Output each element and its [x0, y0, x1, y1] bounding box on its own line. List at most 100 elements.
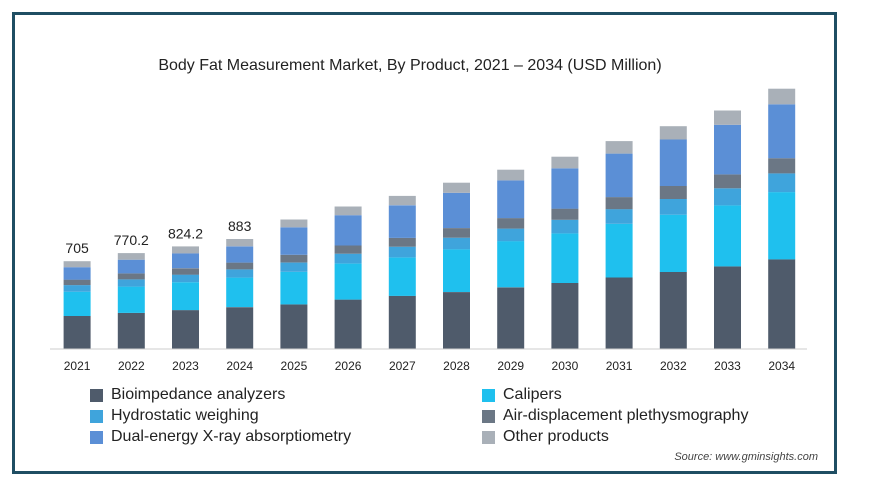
x-tick-2027: 2027 [389, 359, 416, 373]
bar-segment-2034-s1 [768, 192, 796, 260]
bar-segment-2027-s4 [388, 205, 416, 238]
bar-segment-2031-s2 [605, 209, 633, 224]
bar-segment-2026-s4 [334, 215, 362, 246]
bar-segment-2025-s1 [280, 271, 308, 305]
bar-segment-2033-s4 [714, 124, 741, 175]
bar-segment-2027-s1 [388, 257, 416, 296]
bar-segment-2031-s0 [605, 277, 633, 349]
legend-item-3: Air-displacement plethysmography [482, 406, 748, 426]
bar-segment-2034-s2 [768, 173, 796, 193]
bar-segment-2031-s3 [605, 197, 633, 210]
chart-plot: Body Fat Measurement Market, By Product,… [50, 57, 807, 373]
bar-segment-2034-s5 [768, 88, 796, 105]
bar-segment-2022-s2 [117, 279, 145, 287]
bar-segment-2028-s5 [443, 182, 470, 193]
legend-swatch [482, 430, 495, 444]
legend-swatch [482, 388, 495, 402]
bar-segment-2033-s2 [714, 188, 741, 206]
x-tick-2025: 2025 [281, 359, 308, 373]
bar-segment-2023-s1 [172, 282, 199, 311]
bar-segment-2031-s1 [605, 223, 633, 278]
legend-item-5: Other products [482, 427, 609, 447]
bar-segment-2033-s0 [714, 266, 741, 349]
bar-segment-2025-s5 [280, 219, 308, 228]
bar-segment-2029-s1 [497, 241, 525, 288]
bar-segment-2032-s5 [659, 126, 687, 140]
bar-segment-2028-s0 [443, 292, 470, 349]
bar-segment-2030-s4 [551, 168, 579, 209]
x-tick-labels: 2021 2022 2023 2024 2025 2026 2027 2028 2029 2030… [64, 359, 796, 373]
x-tick-2024: 2024 [226, 359, 253, 373]
legend-label: Air-displacement plethysmography [503, 407, 749, 424]
bar-segment-2034-s4 [768, 104, 796, 159]
bar-segment-2033-s5 [714, 110, 741, 125]
bar-segment-2027-s2 [388, 246, 416, 258]
legend-label: Calipers [503, 386, 562, 403]
bar-segment-2032-s1 [659, 214, 687, 272]
bar-segment-2031-s4 [605, 153, 633, 198]
bar-segment-2024-s4 [226, 246, 254, 263]
bar-segment-2026-s1 [334, 263, 362, 300]
legend-swatch [90, 409, 103, 423]
bar-segment-2028-s3 [443, 228, 470, 238]
x-tick-2030: 2030 [552, 359, 579, 373]
bar-segment-2023-s3 [172, 268, 199, 275]
bar-segment-2021-s4 [63, 267, 91, 280]
bar-segment-2032-s4 [659, 139, 687, 186]
bar-segment-2027-s5 [388, 195, 416, 206]
bar-segment-2027-s0 [388, 295, 416, 349]
bar-segment-2024-s3 [226, 262, 254, 270]
x-tick-2032: 2032 [660, 359, 687, 373]
bar-segment-2032-s0 [659, 272, 687, 349]
bar-segment-2026-s2 [334, 253, 362, 264]
bar-segment-2029-s0 [497, 287, 525, 349]
bar-segment-2024-s1 [226, 277, 254, 308]
x-tick-2028: 2028 [443, 359, 470, 373]
x-tick-2021: 2021 [64, 359, 91, 373]
x-tick-2026: 2026 [335, 359, 362, 373]
bar-segment-2029-s2 [497, 228, 525, 242]
bar-segment-2025-s0 [280, 304, 308, 349]
bar-segment-2026-s0 [334, 299, 362, 349]
bar-segment-2024-s2 [226, 269, 254, 278]
bar-segment-2028-s2 [443, 237, 470, 250]
bar-segment-2025-s4 [280, 227, 308, 255]
total-label-2023: 824.2 [168, 225, 203, 241]
bar-segment-2030-s0 [551, 283, 579, 349]
bar-segment-2029-s5 [497, 169, 525, 181]
bar-segment-2023-s2 [172, 274, 199, 283]
bar-segment-2029-s3 [497, 218, 525, 229]
x-tick-2034: 2034 [768, 359, 795, 373]
bar-segment-2026-s3 [334, 245, 362, 254]
bar-segment-2028-s1 [443, 249, 470, 292]
total-labels: 705 770.2 824.2 883 [65, 218, 251, 256]
bar-segment-2029-s4 [497, 180, 525, 219]
bar-segment-2027-s3 [388, 237, 416, 247]
bar-segment-2023-s4 [172, 253, 199, 269]
legend-item-2: Hydrostatic weighing [90, 406, 259, 426]
x-tick-2033: 2033 [714, 359, 741, 373]
bar-segment-2028-s4 [443, 192, 470, 228]
legend-swatch [482, 409, 495, 423]
legend-label: Dual-energy X-ray absorptiometry [111, 428, 352, 445]
total-label-2024: 883 [228, 218, 252, 234]
bar-segment-2032-s3 [659, 186, 687, 199]
bar-segment-2030-s5 [551, 156, 579, 169]
bar-segment-2021-s2 [63, 285, 91, 292]
x-tick-2031: 2031 [606, 359, 633, 373]
chart-frame: Body Fat Measurement Market, By Product,… [12, 12, 837, 474]
bar-segment-2025-s3 [280, 254, 308, 263]
source-note: Source: www.gminsights.com [674, 451, 818, 463]
bars-group [63, 88, 796, 349]
legend-label: Bioimpedance analyzers [111, 386, 286, 403]
legend-swatch [90, 430, 103, 444]
bar-segment-2024-s5 [226, 239, 254, 247]
bar-segment-2025-s2 [280, 262, 308, 272]
bar-segment-2030-s2 [551, 219, 579, 234]
bar-segment-2021-s0 [63, 316, 91, 349]
bar-segment-2031-s5 [605, 141, 633, 154]
bar-segment-2023-s5 [172, 246, 199, 254]
bar-segment-2021-s1 [63, 291, 91, 316]
legend-item-0: Bioimpedance analyzers [90, 385, 285, 405]
bar-segment-2032-s2 [659, 198, 687, 215]
